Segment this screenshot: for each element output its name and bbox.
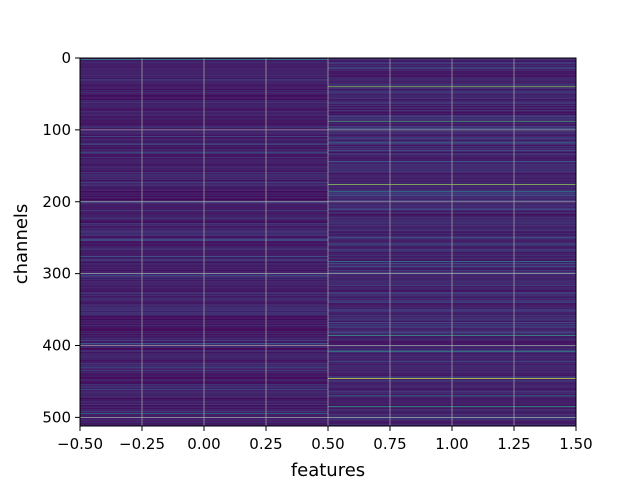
y-axis-label: channels (11, 204, 32, 285)
x-tick-label: 1.00 (435, 435, 468, 453)
x-axis-ticks: −0.50 −0.25 0.00 0.25 0.50 0.75 1.00 1.25 1.50 (57, 426, 593, 453)
x-tick-label: −0.25 (119, 435, 165, 453)
y-tick-label: 0 (61, 49, 71, 67)
y-tick-label: 500 (42, 408, 71, 426)
x-tick-label: 1.50 (559, 435, 592, 453)
y-axis-ticks: 0 100 200 300 400 500 (42, 49, 80, 426)
x-tick-label: 0.50 (311, 435, 344, 453)
y-tick-label: 300 (42, 265, 71, 283)
y-tick-label: 200 (42, 193, 71, 211)
x-axis-label: features (291, 460, 365, 480)
y-tick-label: 100 (42, 121, 71, 139)
x-tick-label: −0.50 (57, 435, 103, 453)
x-tick-label: 1.25 (497, 435, 530, 453)
plot-area (79, 57, 577, 427)
y-tick-label: 400 (42, 337, 71, 355)
x-tick-label: 0.75 (373, 435, 406, 453)
x-tick-label: 0.00 (187, 435, 220, 453)
x-tick-label: 0.25 (249, 435, 282, 453)
